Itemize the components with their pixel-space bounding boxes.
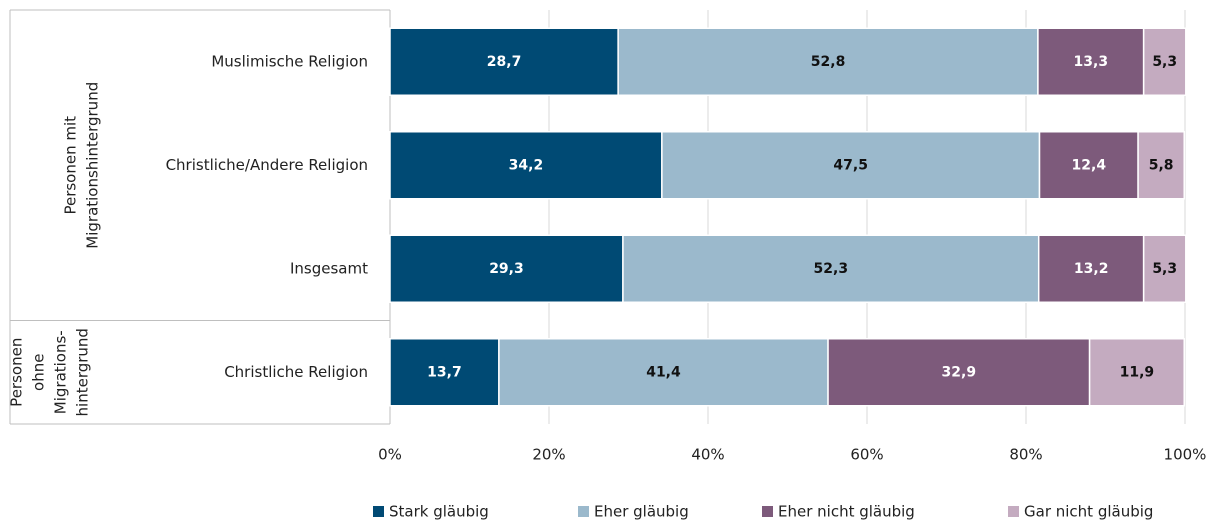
value-label: 28,7 (487, 54, 522, 70)
bar-segment (389, 131, 663, 200)
legend-swatch (762, 506, 773, 517)
value-label: 5,8 (1149, 157, 1174, 173)
value-label: 13,3 (1074, 54, 1109, 70)
bar-segment (617, 27, 1039, 96)
bar-segment (1142, 27, 1187, 96)
value-label: 5,3 (1152, 54, 1177, 70)
category-label: Christliche/Andere Religion (166, 156, 368, 174)
x-tick-label: 0% (378, 446, 402, 464)
x-tick-label: 20% (532, 446, 565, 464)
group-label: Personen mit (62, 116, 80, 215)
legend-swatch (578, 506, 589, 517)
bar-segment (389, 338, 500, 407)
group-label: hintergrund (74, 328, 92, 416)
bar-segment (1088, 338, 1185, 407)
value-label: 13,7 (427, 364, 462, 380)
bar-segment (622, 234, 1040, 303)
group-label: Migrations- (52, 330, 70, 414)
bar-segment (827, 338, 1091, 407)
x-tick-label: 60% (850, 446, 883, 464)
group-label: Migrationshintergrund (84, 82, 102, 249)
bar-segment (498, 338, 829, 407)
bar-segment (389, 234, 624, 303)
bar-segment (1037, 27, 1145, 96)
value-label: 47,5 (833, 157, 868, 173)
value-label: 11,9 (1120, 364, 1155, 380)
category-label: Insgesamt (290, 259, 368, 277)
bar-segment (661, 131, 1041, 200)
value-label: 29,3 (489, 261, 524, 277)
value-label: 52,8 (811, 54, 846, 70)
bar-segment (1142, 234, 1187, 303)
category-label: Muslimische Religion (211, 52, 368, 70)
legend-label: Eher nicht gläubig (778, 503, 915, 521)
value-label: 12,4 (1072, 157, 1107, 173)
value-label: 52,3 (814, 261, 849, 277)
value-label: 41,4 (646, 364, 681, 380)
value-label: 5,3 (1152, 261, 1177, 277)
bar-segment (1038, 131, 1139, 200)
bar-segment (1137, 131, 1185, 200)
value-label: 32,9 (942, 364, 977, 380)
legend-swatch (373, 506, 384, 517)
x-tick-label: 80% (1009, 446, 1042, 464)
group-label: ohne (30, 354, 48, 391)
x-tick-label: 40% (691, 446, 724, 464)
group-label: Personen (8, 338, 26, 407)
value-label: 13,2 (1074, 261, 1109, 277)
bar-segment (1037, 234, 1145, 303)
value-label: 34,2 (509, 157, 544, 173)
legend-swatch (1008, 506, 1019, 517)
legend-label: Stark gläubig (389, 503, 489, 521)
legend-label: Gar nicht gläubig (1024, 503, 1153, 521)
category-label: Christliche Religion (224, 363, 368, 381)
legend-label: Eher gläubig (594, 503, 689, 521)
x-tick-label: 100% (1164, 446, 1207, 464)
